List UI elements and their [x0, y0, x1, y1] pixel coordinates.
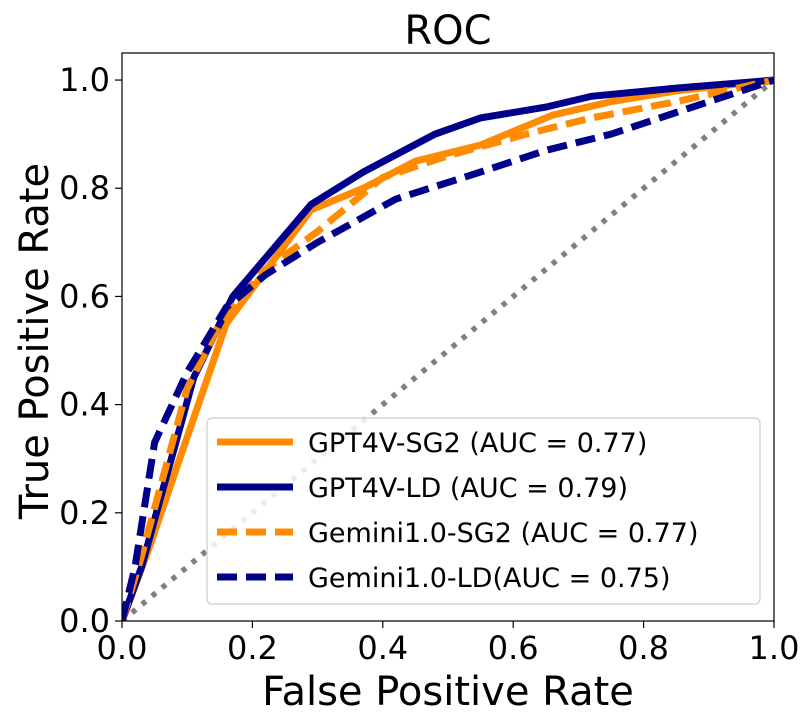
y-axis-ticks: 0.0 0.2 0.4 0.6 0.8 1.0 — [59, 61, 122, 640]
legend-label-1: GPT4V-SG2 (AUC = 0.77) — [308, 428, 647, 459]
legend-box — [206, 417, 761, 605]
x-tick-label: 0.4 — [357, 629, 408, 667]
x-tick-label: 1.0 — [749, 629, 800, 667]
series-line-4 — [122, 76, 774, 621]
y-tick-label: 0.6 — [59, 277, 110, 315]
legend-label-4: Gemini1.0-LD(AUC = 0.75) — [308, 563, 671, 594]
series-line-1 — [122, 76, 774, 621]
x-tick-label: 0.0 — [97, 629, 148, 667]
x-tick-label: 0.2 — [227, 629, 278, 667]
y-tick-label: 0.8 — [59, 169, 110, 207]
plot-lines — [122, 76, 774, 621]
x-axis-title: False Positive Rate — [262, 669, 634, 713]
x-axis-ticks: 0.0 0.2 0.4 0.6 0.8 1.0 — [97, 621, 800, 667]
diagonal-chance-line — [122, 77, 774, 621]
x-tick-label: 0.8 — [618, 629, 669, 667]
y-tick-label: 0.4 — [59, 386, 110, 424]
y-tick-label: 0.2 — [59, 494, 110, 532]
chart-title: ROC — [404, 8, 491, 54]
plot-frame — [121, 52, 775, 622]
legend-label-2: GPT4V-LD (AUC = 0.79) — [308, 473, 628, 504]
x-tick-label: 0.6 — [488, 629, 539, 667]
y-tick-label: 1.0 — [59, 61, 110, 99]
legend: GPT4V-SG2 (AUC = 0.77) GPT4V-LD (AUC = 0.… — [206, 417, 761, 605]
legend-label-3: Gemini1.0-SG2 (AUC = 0.77) — [308, 518, 699, 549]
y-axis-title: True Positive Rate — [12, 163, 58, 520]
series-line-3 — [122, 76, 774, 621]
y-tick-label: 0.0 — [59, 602, 110, 640]
